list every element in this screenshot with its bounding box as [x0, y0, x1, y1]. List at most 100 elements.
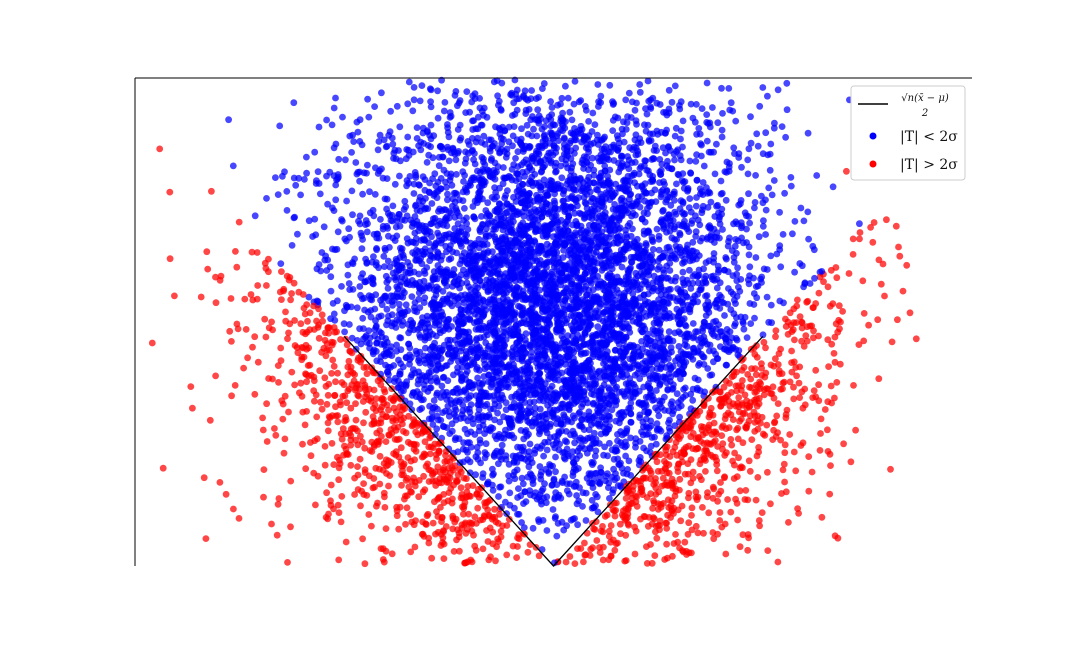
scatter-point: [699, 179, 707, 186]
scatter-point: [702, 468, 709, 475]
scatter-point: [558, 518, 566, 526]
scatter-point: [470, 360, 478, 368]
scatter-point: [334, 501, 342, 509]
scatter-point: [641, 157, 649, 165]
scatter-point: [297, 379, 305, 387]
scatter-point: [754, 142, 762, 150]
scatter-point: [729, 290, 737, 298]
scatter-point: [685, 251, 692, 259]
scatter-point: [531, 449, 538, 457]
scatter-point: [622, 226, 629, 234]
scatter-point: [767, 301, 775, 309]
scatter-point: [452, 156, 460, 164]
scatter-point: [810, 246, 818, 254]
scatter-point: [428, 415, 436, 423]
scatter-point: [522, 294, 530, 302]
scatter-point: [355, 217, 362, 225]
scatter-point: [655, 246, 663, 254]
scatter-point: [472, 125, 480, 133]
scatter-point: [679, 268, 687, 276]
scatter-point: [476, 423, 483, 431]
scatter-point: [625, 201, 633, 208]
scatter-point: [762, 129, 770, 137]
scatter-point: [422, 359, 429, 367]
scatter-point: [745, 280, 753, 288]
scatter-point: [640, 423, 647, 431]
scatter-point: [595, 103, 602, 110]
scatter-point: [327, 287, 335, 295]
scatter-point: [513, 95, 521, 103]
scatter-point: [746, 467, 754, 475]
scatter-point: [573, 492, 580, 499]
scatter-point: [787, 174, 795, 181]
scatter-point: [427, 103, 435, 111]
scatter-point: [514, 170, 521, 177]
scatter-point: [580, 160, 588, 168]
scatter-point: [498, 447, 505, 455]
scatter-point: [730, 254, 738, 261]
scatter-point: [435, 162, 443, 170]
scatter-point: [263, 438, 271, 445]
scatter-point: [525, 192, 532, 200]
scatter-point: [572, 186, 580, 194]
scatter-point: [688, 217, 696, 225]
scatter-point: [590, 399, 597, 407]
scatter-point: [673, 180, 680, 188]
scatter-point: [622, 495, 630, 502]
scatter-point: [405, 78, 413, 86]
scatter-point: [345, 280, 353, 287]
scatter-point: [793, 302, 801, 310]
scatter-point: [383, 222, 391, 230]
scatter-point: [383, 470, 390, 477]
scatter-point: [666, 259, 674, 267]
scatter-point: [723, 158, 731, 166]
scatter-point: [689, 334, 697, 342]
scatter-point: [524, 197, 532, 205]
scatter-point: [716, 517, 724, 524]
scatter-point: [655, 232, 663, 240]
scatter-point: [796, 260, 804, 267]
scatter-point: [415, 357, 422, 364]
scatter-point: [412, 393, 420, 400]
scatter-point: [665, 419, 672, 427]
scatter-point: [543, 493, 551, 501]
scatter-point: [359, 236, 366, 243]
scatter-point: [636, 294, 644, 302]
scatter-point: [600, 286, 608, 294]
scatter-point: [739, 439, 747, 447]
scatter-point: [763, 293, 771, 301]
scatter-point: [607, 293, 615, 300]
scatter-point: [642, 241, 650, 249]
scatter-point: [315, 123, 323, 131]
scatter-point: [410, 84, 418, 91]
scatter-point: [466, 458, 474, 466]
scatter-point: [671, 132, 679, 140]
scatter-point: [576, 209, 583, 217]
scatter-point: [333, 245, 341, 253]
scatter-point: [387, 107, 394, 115]
scatter-point: [287, 523, 294, 531]
scatter-point: [630, 253, 638, 261]
scatter-point: [307, 452, 315, 460]
scatter-point: [679, 117, 687, 125]
scatter-point: [559, 254, 567, 261]
scatter-point: [416, 97, 424, 105]
scatter-point: [396, 211, 403, 218]
scatter-point: [543, 446, 551, 454]
scatter-point: [653, 387, 660, 394]
scatter-point: [777, 386, 785, 393]
scatter-point: [759, 222, 767, 230]
scatter-point: [374, 170, 382, 177]
scatter-point: [599, 556, 607, 564]
scatter-point: [330, 104, 338, 112]
scatter-point: [751, 314, 758, 322]
scatter-point: [360, 325, 367, 332]
scatter-point: [590, 166, 598, 174]
scatter-point: [647, 442, 655, 450]
scatter-point: [472, 471, 479, 479]
scatter-point: [277, 260, 285, 267]
scatter-point: [493, 391, 501, 399]
scatter-point: [535, 94, 542, 101]
scatter-point: [459, 168, 467, 176]
